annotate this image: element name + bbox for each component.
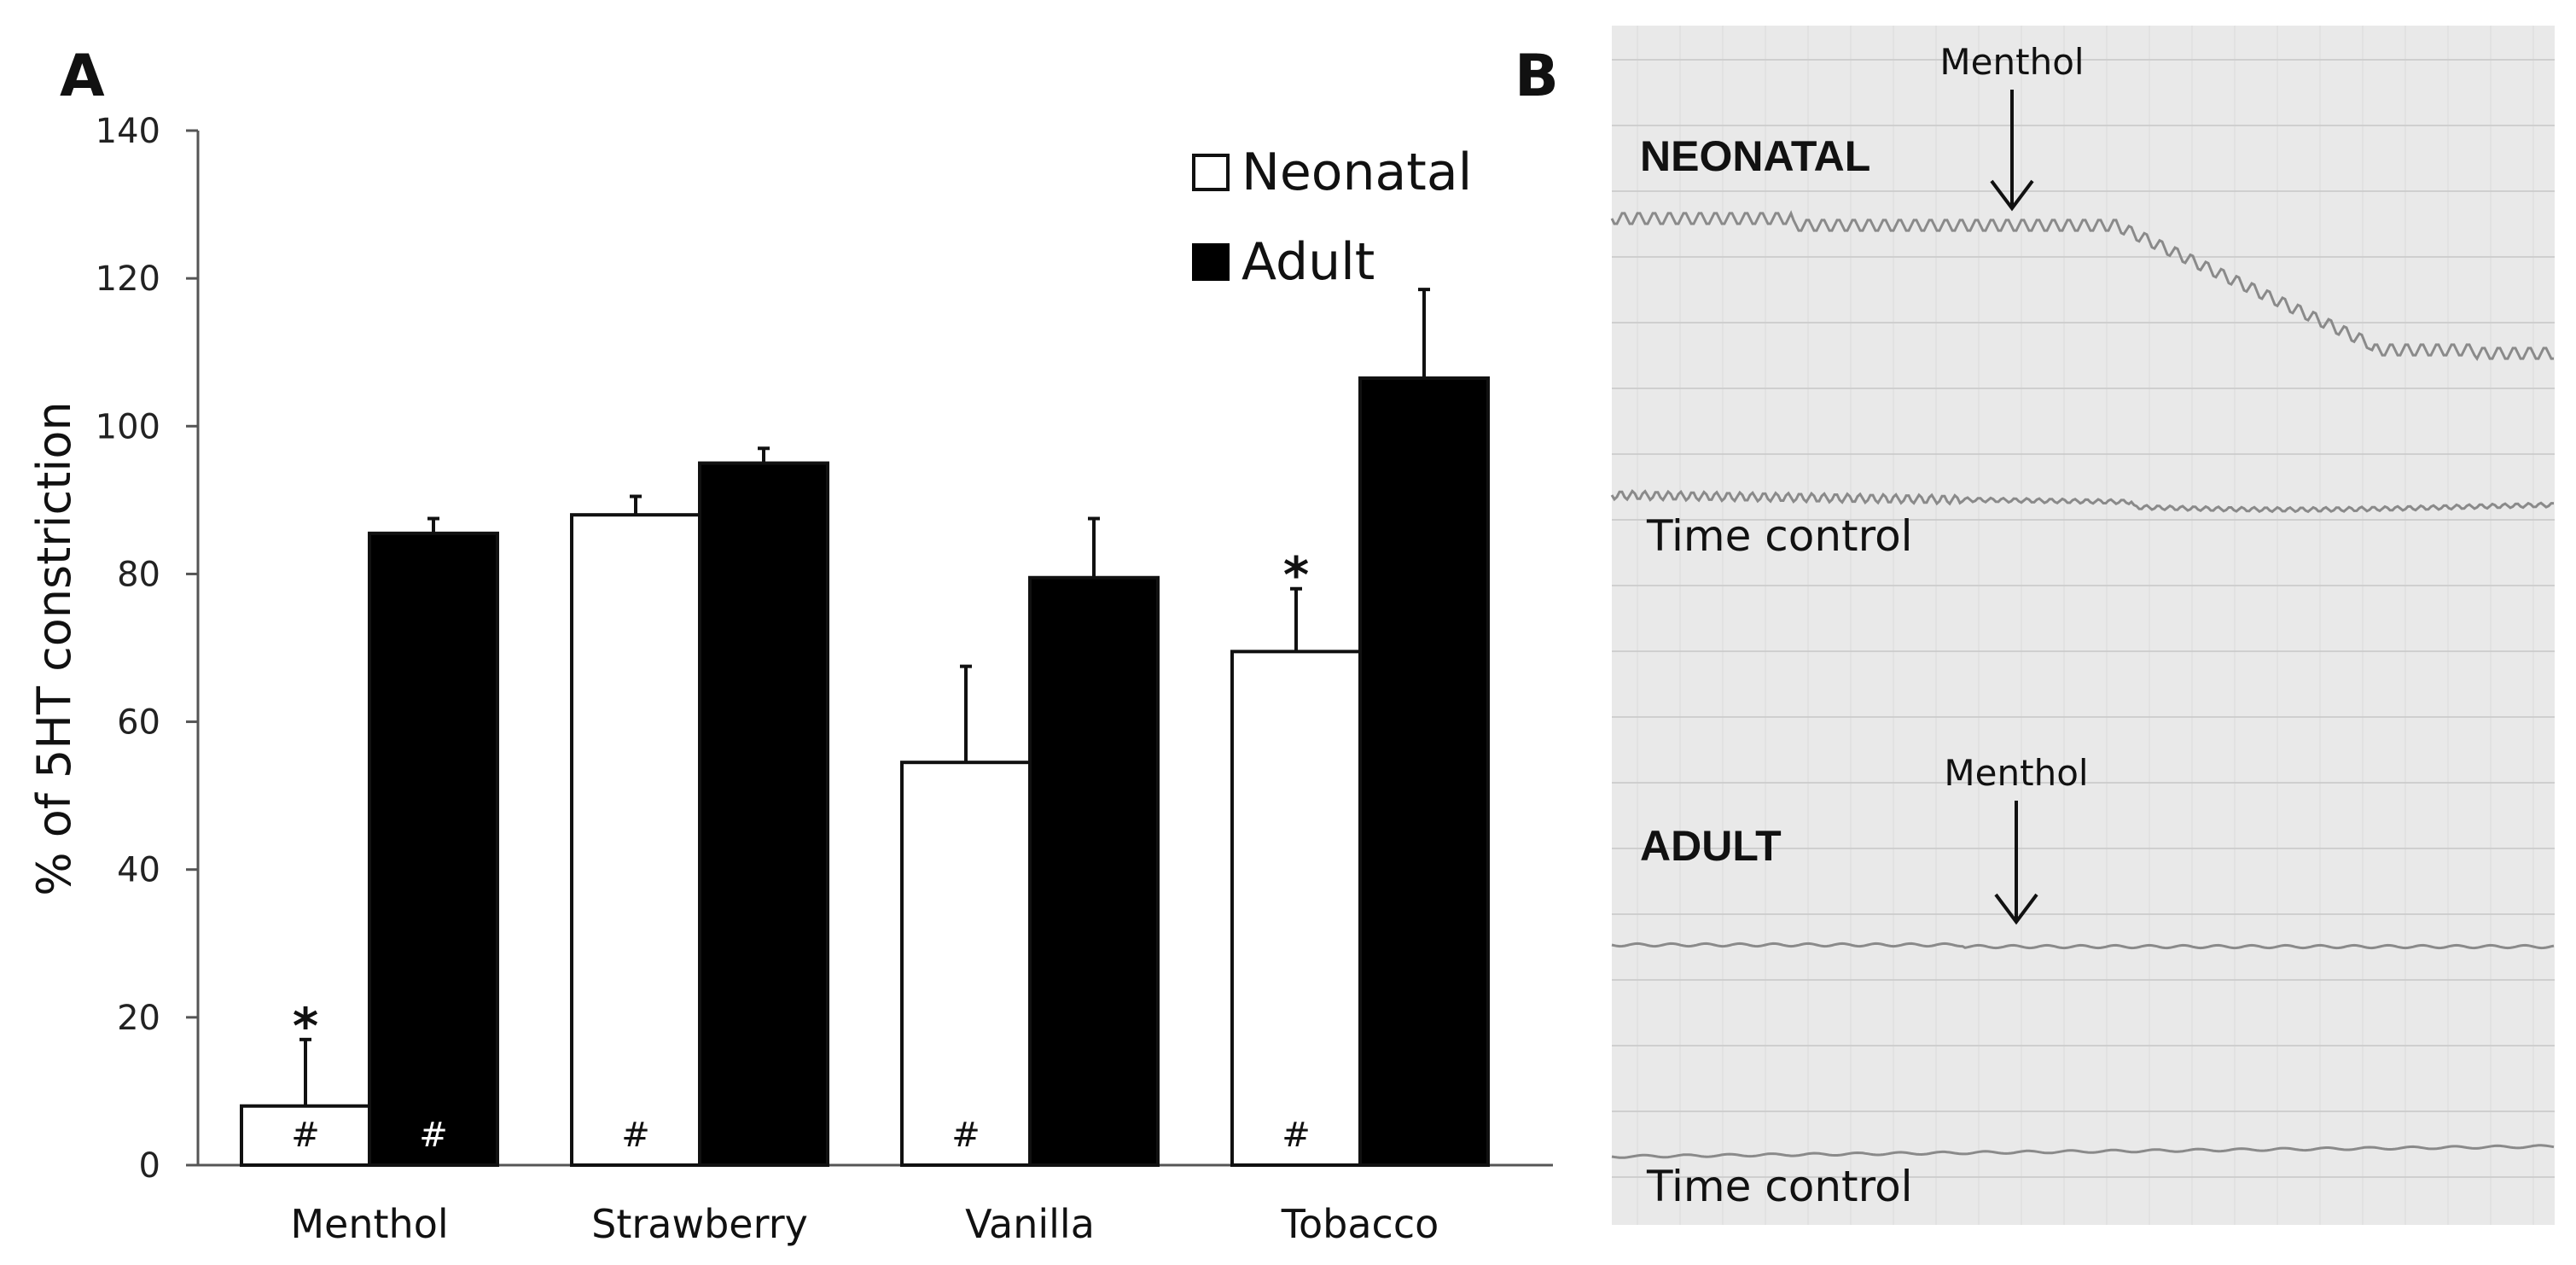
adult-time-control-trace [1611, 1144, 2555, 1159]
marker-neonatal-menthol: # [291, 1116, 320, 1155]
marker-neonatal-strawberry: # [621, 1116, 650, 1155]
legend-label-neonatal: Neonatal [1241, 143, 1472, 202]
marker-neonatal-vanilla: # [951, 1116, 980, 1155]
paper-grid [1612, 26, 2555, 1225]
adult-menthol-trace [1611, 941, 2555, 950]
adult-drug-label: Menthol [1944, 752, 2088, 794]
y-tick-label-40: 40 [117, 851, 160, 890]
adult-drug-arrow [1994, 801, 2038, 925]
bar-neonatal-tobacco [1230, 650, 1362, 1167]
legend: Neonatal Adult [1192, 143, 1472, 292]
neonatal-drug-arrow [1990, 90, 2034, 212]
panel-a-letter: A [60, 43, 105, 110]
adult-title: ADULT [1640, 822, 1782, 870]
error-bars [299, 288, 1430, 1106]
legend-swatch-adult [1192, 243, 1230, 281]
time-control-label-2: Time control [1646, 1162, 1913, 1211]
bar-adult-menthol [368, 531, 499, 1167]
bar-neonatal-menthol [240, 1104, 371, 1167]
significance-markers: ** [293, 546, 1309, 1055]
neonatal-menthol-trace [1610, 210, 2554, 361]
legend-swatch-neonatal [1192, 154, 1230, 191]
y-tick-label-120: 120 [96, 259, 160, 299]
neonatal-drug-label: Menthol [1939, 41, 2084, 83]
recorder-paper [1612, 26, 2555, 1225]
y-tick-label-0: 0 [139, 1146, 160, 1186]
marker-neonatal-tobacco: # [1282, 1116, 1311, 1155]
bar-markers: # # # # # [291, 1116, 1311, 1155]
neonatal-time-control-trace [1610, 489, 2554, 514]
time-control-label-1: Time control [1646, 511, 1913, 561]
y-tick-label-60: 60 [117, 703, 160, 743]
y-tick-label-80: 80 [117, 555, 160, 594]
significance-tobacco: * [1283, 546, 1309, 604]
y-tick-label-100: 100 [96, 407, 160, 446]
bar-adult-strawberry [698, 461, 829, 1167]
y-tick-label-20: 20 [117, 999, 160, 1038]
tracing-panel: NEONATAL Menthol Time control ADULT Ment… [1610, 26, 2555, 1225]
neonatal-title: NEONATAL [1640, 132, 1870, 180]
bar-neonatal-strawberry [570, 513, 701, 1167]
category-label-strawberry: Strawberry [591, 1201, 808, 1247]
significance-menthol: * [293, 997, 318, 1055]
panel-b-letter: B [1515, 43, 1559, 110]
category-label-vanilla: Vanilla [965, 1201, 1095, 1247]
y-axis-label: % of 5HT constriction [27, 401, 81, 895]
marker-adult-menthol: # [419, 1116, 448, 1155]
bar-adult-vanilla [1028, 575, 1160, 1167]
category-label-menthol: Menthol [290, 1201, 448, 1247]
category-labels: Menthol Strawberry Vanilla Tobacco [290, 1201, 1439, 1247]
bar-neonatal-vanilla [900, 761, 1032, 1168]
y-tick-label-140: 140 [96, 112, 160, 151]
category-label-tobacco: Tobacco [1281, 1201, 1439, 1247]
bar-adult-tobacco [1358, 376, 1490, 1167]
legend-label-adult: Adult [1241, 232, 1375, 292]
y-axis-ticks: 0 20 40 60 80 100 120 140 [96, 112, 198, 1186]
bars [240, 376, 1490, 1168]
